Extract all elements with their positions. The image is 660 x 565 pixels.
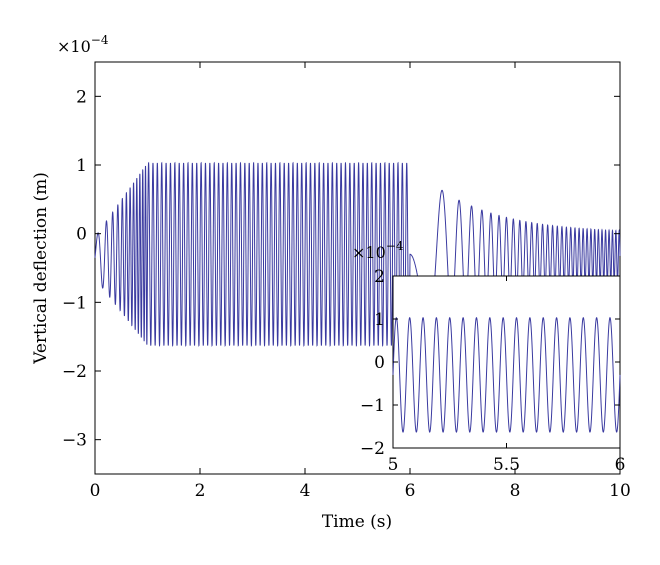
main-x-tick-label: 8 — [510, 481, 521, 501]
inset-y-ticks: −2 −1 0 1 2 — [360, 267, 620, 459]
inset-y-tick-label: 1 — [374, 310, 385, 330]
x-axis-label: Time (s) — [322, 512, 392, 532]
main-x-tick-label: 0 — [90, 481, 101, 501]
inset-series-line — [392, 316, 621, 433]
main-x-tick-label: 10 — [609, 481, 631, 501]
inset-x-tick-label: 5.5 — [493, 455, 520, 475]
main-y-tick-label: −1 — [62, 293, 87, 313]
main-series-line — [94, 161, 621, 347]
inset-x-tick-label: 5 — [388, 455, 399, 475]
inset-y-tick-label: −2 — [360, 439, 385, 459]
y-scale-exponent-label: ×10−4 — [57, 33, 109, 56]
main-y-tick-label: 0 — [76, 225, 87, 245]
main-x-ticks: 0 2 4 6 8 10 — [90, 62, 631, 501]
main-y-tick-label: −3 — [62, 431, 87, 451]
main-x-tick-label: 2 — [195, 481, 206, 501]
inset-y-tick-label: 2 — [374, 267, 385, 287]
inset-x-ticks: 5 5.5 6 — [388, 276, 626, 475]
main-x-tick-label: 6 — [405, 481, 416, 501]
main-x-tick-label: 4 — [300, 481, 311, 501]
inset-y-tick-label: 0 — [374, 353, 385, 373]
main-y-tick-label: −2 — [62, 362, 87, 382]
inset-y-tick-label: −1 — [360, 396, 385, 416]
y-axis-label: Vertical deflection (m) — [31, 172, 51, 365]
main-y-tick-label: 1 — [76, 156, 87, 176]
main-y-tick-label: 2 — [76, 87, 87, 107]
inset-y-scale-exponent-label: ×10−4 — [352, 239, 404, 262]
main-y-ticks: −3 −2 −1 0 1 2 — [62, 87, 620, 451]
inset-x-tick-label: 6 — [615, 455, 626, 475]
